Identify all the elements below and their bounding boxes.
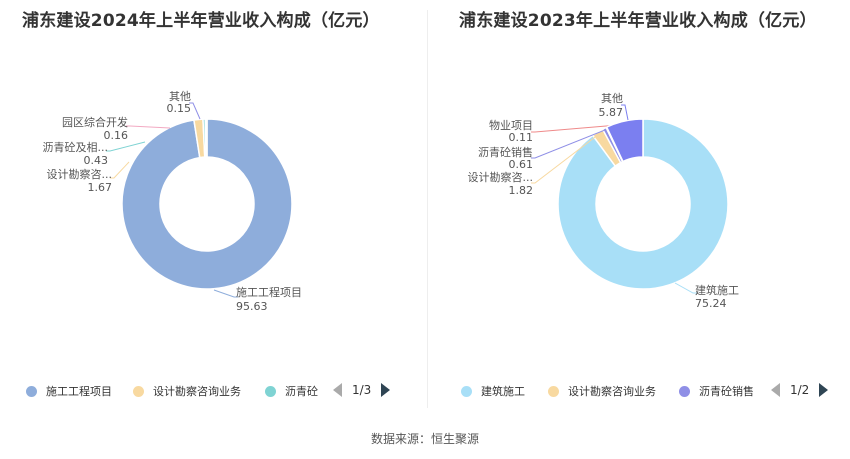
slice-value-label: 1.82 [509,184,534,197]
previous-page-icon[interactable] [771,383,780,397]
panel-divider [427,10,428,408]
slice-name-label: 沥青砼及相... [43,141,109,154]
legend-2023: 建筑施工 设计勘察咨询业务 沥青砼销售 1/2 [425,383,850,403]
next-page-icon[interactable] [819,383,829,397]
slice-name-label: 设计勘察咨... [47,167,113,181]
slice-name-label: 施工工程项目 [236,286,302,299]
legend-marker [548,385,559,397]
label-leader-line [189,102,201,120]
legend-page-indicator: 1/3 [352,383,372,397]
label-leader-line [531,124,619,133]
label-leader-line [110,161,130,179]
slice-name-label: 物业项目 [489,118,533,132]
legend-item-design-consulting[interactable]: 设计勘察咨询业务 [548,383,656,399]
slice-value-label: 75.24 [695,297,727,310]
legend-item-construction-projects[interactable]: 施工工程项目 [26,383,112,399]
legend-2024: 施工工程项目 设计勘察咨询业务 沥青砼 1/3 [0,383,425,403]
legend-label: 沥青砼 [285,385,318,398]
label-leader-line [621,104,629,121]
legend-item-building-construction[interactable]: 建筑施工 [461,383,525,399]
slice-value-label: 1.67 [88,181,113,194]
slice-value-label: 0.11 [509,131,534,144]
legend-label: 沥青砼销售 [699,385,754,398]
legend-item-asphalt[interactable]: 沥青砼 [265,383,318,399]
slice-value-label: 0.61 [509,158,534,171]
next-page-icon[interactable] [381,383,391,397]
slice-name-label: 建筑施工 [695,283,739,297]
legend-label: 设计勘察咨询业务 [153,385,241,398]
slice-value-label: 0.15 [167,102,192,115]
legend-item-design-consulting[interactable]: 设计勘察咨询业务 [133,383,241,399]
chart-panel-2024: 浦东建设2024年上半年营业收入构成（亿元） 施工工程项目 95.63 设计勘察咨.… [0,0,425,410]
label-leader-line [126,125,171,129]
legend-label: 建筑施工 [481,385,525,398]
donut-slice[interactable] [605,118,644,163]
legend-label: 施工工程项目 [46,385,112,398]
legend-pager-2023: 1/2 [771,383,829,397]
legend-marker [265,385,276,397]
legend-item-asphalt-sales[interactable]: 沥青砼销售 [679,383,754,399]
slice-name-label: 其他 [601,92,623,105]
label-leader-line [674,282,697,294]
slice-name-label: 其他 [169,90,191,103]
chart-title-2023: 浦东建设2023年上半年营业收入构成（亿元） [459,11,817,31]
slice-value-label: 0.43 [84,154,109,167]
legend-marker [133,385,144,397]
label-leader-line [106,141,146,152]
chart-title-2024: 浦东建设2024年上半年营业收入构成（亿元） [22,11,380,31]
label-leader-line [531,125,616,159]
data-source-note: 数据来源：恒生聚源 [370,432,479,446]
previous-page-icon[interactable] [333,383,342,397]
label-leader-line [531,130,604,184]
chart-panel-2023: 浦东建设2023年上半年营业收入构成（亿元） 建筑施工 75.24 设计勘察咨...… [425,0,850,410]
donut-slice[interactable] [121,118,293,290]
slice-value-label: 0.16 [104,129,129,142]
slice-name-label: 设计勘察咨... [468,170,534,184]
donut-slice[interactable] [557,118,729,290]
legend-pager-2024: 1/3 [333,383,391,397]
slice-name-label: 沥青砼销售 [478,145,533,159]
slice-value-label: 95.63 [236,300,268,313]
slice-name-label: 园区综合开发 [62,115,128,129]
legend-marker [679,385,690,397]
legend-marker [461,385,472,397]
label-leader-line [213,289,238,298]
legend-label: 设计勘察咨询业务 [568,385,656,398]
legend-marker [26,385,37,397]
slice-value-label: 5.87 [599,106,624,119]
donut-slice[interactable] [205,118,208,158]
legend-page-indicator: 1/2 [790,383,810,397]
